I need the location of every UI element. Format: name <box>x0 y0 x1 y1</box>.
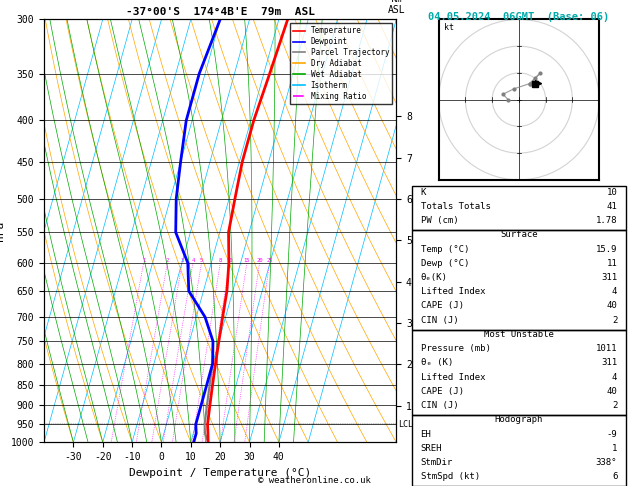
Text: θₑ (K): θₑ (K) <box>421 358 453 367</box>
Text: 3: 3 <box>181 258 184 263</box>
Y-axis label: hPa: hPa <box>0 221 5 241</box>
Text: 04.05.2024  06GMT  (Base: 06): 04.05.2024 06GMT (Base: 06) <box>428 12 610 22</box>
Text: CIN (J): CIN (J) <box>421 316 458 325</box>
Text: 11: 11 <box>606 259 617 268</box>
Text: 40: 40 <box>606 387 617 396</box>
Text: Temp (°C): Temp (°C) <box>421 244 469 254</box>
Text: CAPE (J): CAPE (J) <box>421 301 464 311</box>
Text: 20: 20 <box>256 258 263 263</box>
Text: 5: 5 <box>200 258 203 263</box>
Text: 1: 1 <box>612 444 617 453</box>
Text: 25: 25 <box>266 258 273 263</box>
Text: 41: 41 <box>606 202 617 211</box>
Text: kt: kt <box>444 23 454 32</box>
Text: SREH: SREH <box>421 444 442 453</box>
Text: 311: 311 <box>601 273 617 282</box>
Text: PW (cm): PW (cm) <box>421 216 458 225</box>
Text: 4: 4 <box>612 373 617 382</box>
Text: 311: 311 <box>601 358 617 367</box>
Text: 4: 4 <box>191 258 194 263</box>
Text: 6: 6 <box>612 472 617 481</box>
Text: 2: 2 <box>612 316 617 325</box>
Bar <box>412 330 626 416</box>
Text: Surface: Surface <box>500 230 538 239</box>
Title: -37°00'S  174°4B'E  79m  ASL: -37°00'S 174°4B'E 79m ASL <box>126 7 314 17</box>
Text: StmSpd (kt): StmSpd (kt) <box>421 472 480 481</box>
Text: Lifted Index: Lifted Index <box>421 287 485 296</box>
Text: Totals Totals: Totals Totals <box>421 202 491 211</box>
Text: 8: 8 <box>219 258 222 263</box>
X-axis label: Dewpoint / Temperature (°C): Dewpoint / Temperature (°C) <box>129 468 311 478</box>
Text: 2: 2 <box>165 258 169 263</box>
Legend: Temperature, Dewpoint, Parcel Trajectory, Dry Adiabat, Wet Adiabat, Isotherm, Mi: Temperature, Dewpoint, Parcel Trajectory… <box>290 23 392 104</box>
Text: θₑ(K): θₑ(K) <box>421 273 447 282</box>
Text: © weatheronline.co.uk: © weatheronline.co.uk <box>258 476 371 485</box>
Bar <box>412 416 626 486</box>
Text: -9: -9 <box>606 430 617 438</box>
Text: LCL: LCL <box>398 420 413 429</box>
Text: 10: 10 <box>606 188 617 197</box>
Text: Pressure (mb): Pressure (mb) <box>421 344 491 353</box>
Text: Dewp (°C): Dewp (°C) <box>421 259 469 268</box>
Text: 40: 40 <box>606 301 617 311</box>
Text: 1: 1 <box>142 258 145 263</box>
Text: Most Unstable: Most Unstable <box>484 330 554 339</box>
Text: Lifted Index: Lifted Index <box>421 373 485 382</box>
Text: Hodograph: Hodograph <box>495 416 543 424</box>
Text: 15.9: 15.9 <box>596 244 617 254</box>
Text: 15: 15 <box>243 258 250 263</box>
Text: StmDir: StmDir <box>421 458 453 467</box>
Text: km
ASL: km ASL <box>387 0 405 15</box>
Text: 2: 2 <box>612 401 617 410</box>
Bar <box>412 186 626 230</box>
Text: 4: 4 <box>612 287 617 296</box>
Text: 1.78: 1.78 <box>596 216 617 225</box>
Text: K: K <box>421 188 426 197</box>
Text: CIN (J): CIN (J) <box>421 401 458 410</box>
Text: 338°: 338° <box>596 458 617 467</box>
Text: 10: 10 <box>226 258 233 263</box>
Text: EH: EH <box>421 430 431 438</box>
Bar <box>412 230 626 330</box>
Text: 1011: 1011 <box>596 344 617 353</box>
Text: CAPE (J): CAPE (J) <box>421 387 464 396</box>
